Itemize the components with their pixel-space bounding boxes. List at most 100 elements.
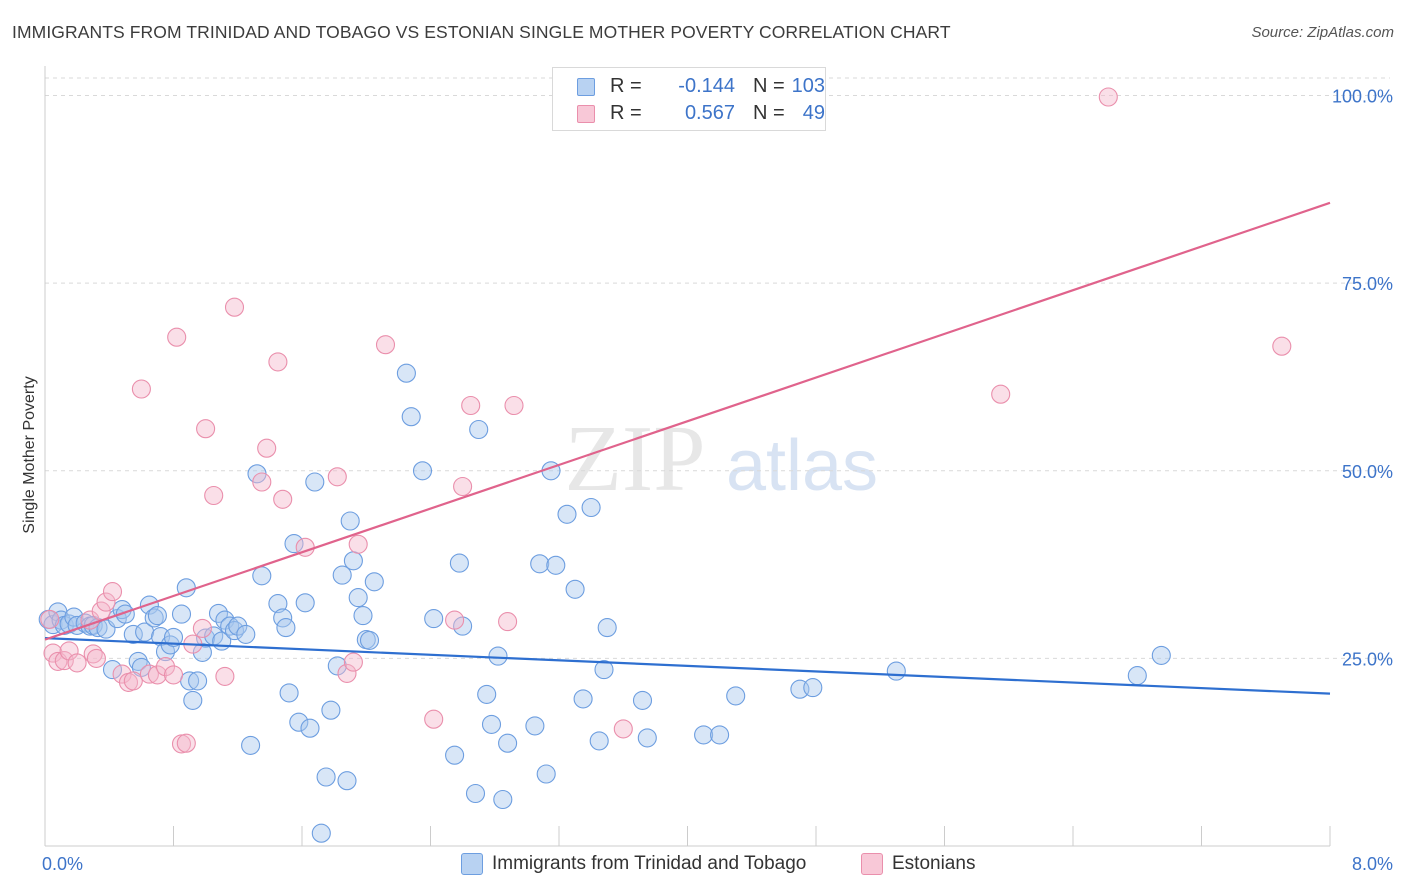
r-label: R = [610, 102, 642, 124]
data-point [488, 646, 508, 666]
legend-label: Estonians [892, 853, 976, 874]
data-point [305, 472, 325, 492]
data-point [536, 764, 556, 784]
source-label: Source: ZipAtlas.com [1251, 24, 1394, 41]
data-point [340, 511, 360, 531]
data-point [573, 689, 593, 709]
data-point [481, 714, 502, 734]
data-point [327, 656, 347, 676]
data-point [311, 823, 331, 843]
blue-swatch [577, 78, 595, 96]
y-tick-label: 75.0% [1342, 274, 1393, 294]
x-tick-label: 0.0% [42, 854, 83, 874]
data-point [268, 352, 288, 372]
data-point [632, 690, 653, 710]
data-point [1127, 666, 1147, 686]
data-point [332, 565, 352, 585]
data-point [461, 395, 481, 416]
data-point [59, 614, 79, 634]
data-point [337, 663, 357, 683]
data-point [504, 395, 524, 416]
data-point [589, 731, 609, 751]
data-point [337, 771, 357, 791]
data-point [252, 566, 272, 586]
data-point [694, 725, 714, 745]
data-point [465, 783, 486, 804]
data-point [228, 616, 248, 636]
pink-trend-line [44, 201, 1331, 641]
data-point [102, 582, 123, 602]
data-point [803, 678, 823, 698]
pink-swatch [577, 105, 595, 123]
data-point [192, 642, 212, 662]
data-point [343, 551, 363, 571]
data-point [412, 461, 433, 481]
series-legend: Immigrants from Trinidad and Tobago Esto… [0, 851, 1406, 877]
data-point [279, 683, 299, 703]
data-point [300, 718, 320, 738]
data-point [1272, 336, 1292, 356]
data-point [176, 733, 196, 753]
data-point [144, 608, 164, 628]
data-point [163, 627, 184, 647]
data-point [557, 504, 577, 524]
data-point [236, 624, 256, 644]
data-point [886, 661, 906, 681]
y-tick-label: 25.0% [1342, 649, 1393, 669]
data-point [215, 666, 235, 686]
data-point [546, 555, 566, 575]
data-point [424, 709, 444, 729]
axis-layer [44, 66, 1331, 847]
data-point [353, 606, 373, 626]
data-point [128, 651, 148, 671]
y-tick-label: 50.0% [1342, 462, 1393, 482]
chart-title: IMMIGRANTS FROM TRINIDAD AND TOBAGO VS E… [12, 22, 951, 42]
data-point [530, 554, 550, 574]
data-point [40, 609, 60, 629]
data-point [183, 690, 203, 710]
data-point [375, 335, 396, 355]
data-point [613, 719, 633, 739]
data-point [196, 419, 216, 439]
data-point [102, 660, 123, 680]
data-point [565, 579, 585, 599]
data-point [163, 665, 184, 685]
n-label: N = [753, 102, 785, 124]
data-point [424, 609, 444, 629]
data-point [67, 653, 87, 673]
blue-trend-line [44, 637, 1331, 695]
watermark-zip: ZIP [565, 407, 706, 511]
data-point [348, 588, 368, 608]
data-point [348, 534, 368, 554]
data-point [991, 384, 1011, 404]
data-point [321, 700, 341, 720]
data-point [224, 297, 245, 317]
data-point [477, 684, 497, 704]
data-point [1098, 87, 1118, 107]
data-point [710, 725, 730, 745]
data-point [343, 652, 363, 672]
data-point [155, 657, 176, 677]
data-point [276, 618, 296, 638]
data-point [498, 733, 518, 753]
r-value: 0.567 [684, 102, 735, 124]
data-point [147, 665, 167, 685]
data-point [295, 593, 315, 613]
data-point [1151, 645, 1171, 665]
data-point [726, 686, 746, 706]
stats-legend: R = -0.144 N = 103 R = 0.567 N = 49 [552, 67, 826, 131]
data-point [453, 476, 473, 497]
data-point [257, 438, 277, 458]
data-point [115, 604, 135, 624]
data-point [359, 630, 380, 650]
data-point [188, 671, 208, 691]
blue-series-points [38, 363, 1171, 843]
data-point [96, 592, 116, 612]
data-point [171, 604, 192, 624]
n-label: N = [753, 75, 785, 97]
legend-label: Immigrants from Trinidad and Tobago [492, 853, 807, 874]
data-point [445, 610, 465, 630]
data-point [284, 534, 304, 554]
data-point [289, 712, 309, 732]
